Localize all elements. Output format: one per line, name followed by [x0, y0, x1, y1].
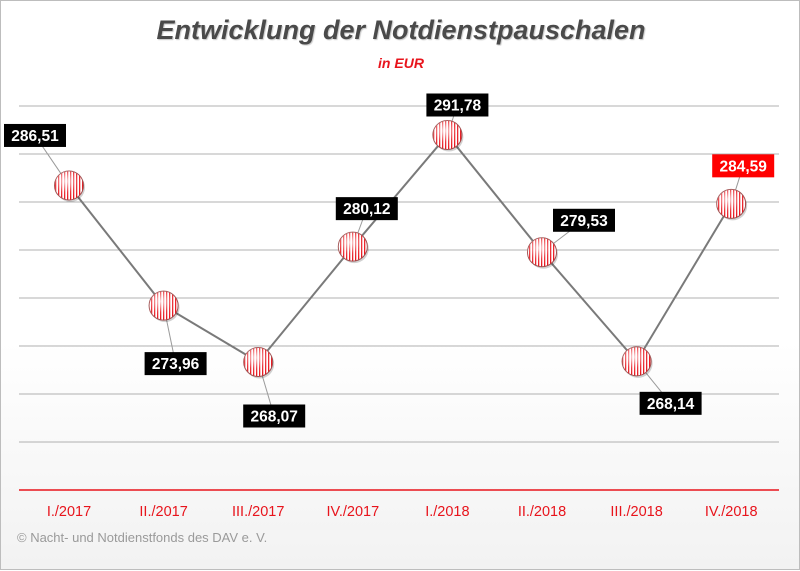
data-point — [621, 346, 653, 378]
data-point — [148, 290, 180, 323]
data-label: 286,51 — [4, 123, 66, 147]
x-tick-label: I./2017 — [47, 504, 91, 520]
data-label-box — [243, 404, 306, 428]
data-markers — [54, 120, 748, 379]
data-label-text: 268,07 — [250, 409, 297, 426]
data-label-box — [712, 154, 775, 178]
x-tick-label: II./2018 — [518, 504, 566, 520]
data-label-box — [144, 352, 207, 376]
data-label: 268,07 — [243, 404, 306, 428]
series-line — [68, 133, 733, 364]
data-point — [337, 231, 369, 264]
x-tick-label: IV./2017 — [326, 504, 379, 520]
gridlines — [19, 105, 779, 443]
data-point — [716, 188, 748, 221]
x-tick-label: III./2017 — [232, 504, 284, 520]
data-label-box — [4, 123, 66, 147]
copyright-note: © Nacht- und Notdienstfonds des DAV e. V… — [17, 530, 268, 545]
x-tick-label: II./2017 — [139, 504, 187, 520]
data-label: 280,12 — [335, 197, 398, 221]
data-label-text: 291,78 — [434, 98, 482, 115]
data-label-text: 284,59 — [719, 158, 767, 175]
data-label: 273,96 — [144, 352, 207, 376]
data-label-box — [335, 197, 398, 221]
data-label: 291,78 — [426, 93, 489, 117]
data-point — [54, 170, 85, 202]
x-tick-label: IV./2018 — [705, 504, 758, 520]
x-tick-label: III./2018 — [610, 504, 662, 520]
data-label-text: 273,96 — [152, 356, 200, 373]
x-axis-ticks: I./2017 II./2017 III./2017 IV./2017 I./2018 I… — [47, 504, 758, 520]
data-label-text: 268,14 — [647, 396, 695, 413]
data-label-text: 279,53 — [560, 213, 608, 230]
x-tick-label: I./2018 — [425, 504, 469, 520]
data-point — [432, 120, 464, 152]
data-label-box — [426, 93, 489, 117]
data-label-text: 286,51 — [11, 128, 59, 145]
data-label: 268,14 — [639, 391, 702, 415]
data-point — [527, 237, 558, 269]
data-label-text: 280,12 — [343, 201, 390, 218]
data-label-box — [553, 208, 615, 232]
data-labels: 286,51 273,96 268,07 280,12 291,78 279,53 268,… — [4, 93, 775, 428]
data-point — [243, 347, 275, 379]
data-label-box — [639, 391, 702, 415]
data-label: 284,59 — [712, 154, 775, 178]
data-label: 279,53 — [553, 208, 615, 232]
chart-subtitle: in EUR — [378, 55, 424, 71]
chart-title: Entwicklung der Notdienstpauschalen — [156, 15, 646, 45]
